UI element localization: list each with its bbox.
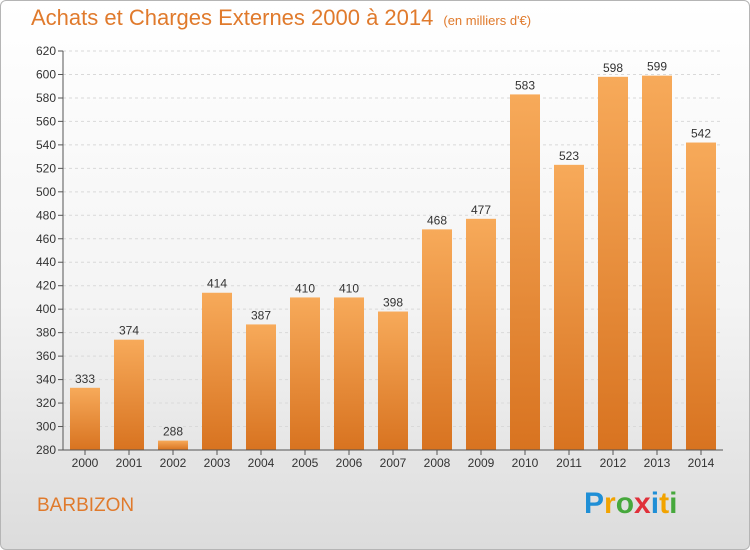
- x-tick-label: 2011: [556, 456, 582, 470]
- x-tick-label: 2000: [72, 456, 99, 470]
- data-label: 598: [603, 61, 623, 75]
- city-name: BARBIZON: [37, 495, 135, 516]
- y-tick-label: 400: [36, 302, 56, 316]
- title-text: Achats et Charges Externes 2000 à 2014: [31, 5, 434, 30]
- x-tick-label: 2006: [336, 456, 363, 470]
- y-tick-label: 480: [36, 208, 56, 222]
- x-tick-label: 2013: [644, 456, 671, 470]
- logo-letter: t: [659, 487, 670, 520]
- bar: [158, 440, 188, 450]
- data-label: 410: [295, 281, 315, 295]
- logo-letter: P: [584, 487, 605, 520]
- bar: [334, 297, 364, 450]
- bar: [70, 387, 100, 450]
- y-tick-label: 320: [36, 396, 56, 410]
- bar: [114, 339, 144, 450]
- logo-letter: r: [604, 487, 616, 520]
- y-tick-label: 460: [36, 232, 56, 246]
- bar: [202, 292, 232, 450]
- logo-letter: i: [650, 487, 660, 520]
- y-tick-label: 580: [36, 91, 56, 105]
- y-axis: 280 300 320 340 360 380 400 420 440 460 480 500 520 5…: [36, 44, 64, 457]
- bar: [290, 297, 320, 450]
- y-tick-label: 420: [36, 279, 56, 293]
- data-label: 599: [647, 60, 667, 74]
- data-label: 414: [207, 277, 227, 291]
- data-label: 288: [163, 425, 183, 439]
- bars: 333 374 288 414 387 410 410 398 468 477 583 523 598 5…: [70, 60, 716, 451]
- bar: [686, 142, 716, 451]
- x-tick-label: 2003: [204, 456, 231, 470]
- bar: [642, 75, 672, 451]
- y-tick-label: 440: [36, 255, 56, 269]
- data-label: 410: [339, 281, 359, 295]
- x-tick-label: 2007: [380, 456, 407, 470]
- data-label: 477: [471, 203, 491, 217]
- chart-title: Achats et Charges Externes 2000 à 2014 (e…: [31, 5, 531, 31]
- x-tick-label: 2005: [292, 456, 319, 470]
- y-tick-label: 380: [36, 326, 56, 340]
- x-axis: 2000 2001 2002 2003 2004 2005 2006 2007 2008 2009…: [63, 449, 723, 470]
- x-tick-label: 2012: [600, 456, 627, 470]
- y-tick-label: 620: [36, 44, 56, 58]
- bar: [422, 229, 452, 450]
- data-label: 523: [559, 149, 579, 163]
- data-label: 583: [515, 78, 535, 92]
- y-tick-label: 360: [36, 349, 56, 363]
- x-tick-label: 2002: [160, 456, 187, 470]
- bar: [554, 164, 584, 451]
- bar: [598, 76, 628, 450]
- bar: [246, 324, 276, 450]
- y-tick-label: 280: [36, 443, 56, 457]
- logo-letter: i: [669, 487, 678, 520]
- y-tick-label: 340: [36, 373, 56, 387]
- y-tick-label: 540: [36, 138, 56, 152]
- x-tick-label: 2004: [248, 456, 275, 470]
- data-label: 542: [691, 127, 711, 141]
- bar: [510, 94, 540, 450]
- y-tick-label: 520: [36, 161, 56, 175]
- y-tick-label: 300: [36, 420, 56, 434]
- y-tick-label: 600: [36, 67, 56, 81]
- data-label: 468: [427, 213, 447, 227]
- data-label: 374: [119, 324, 139, 338]
- data-label: 398: [383, 296, 403, 310]
- logo-letter: o: [615, 487, 635, 520]
- data-label: 387: [251, 308, 271, 322]
- proxiti-logo[interactable]: Proxiti: [584, 487, 677, 521]
- y-tick-label: 500: [36, 185, 56, 199]
- data-label: 333: [75, 372, 95, 386]
- logo-letter: x: [634, 487, 651, 520]
- x-tick-label: 2014: [688, 456, 715, 470]
- unit-label: (en milliers d'€): [443, 13, 532, 28]
- y-tick-label: 560: [36, 114, 56, 128]
- x-tick-label: 2008: [424, 456, 451, 470]
- bar: [466, 218, 496, 450]
- x-tick-label: 2001: [116, 456, 143, 470]
- bar: [378, 311, 408, 450]
- x-tick-label: 2010: [512, 456, 539, 470]
- x-tick-label: 2009: [468, 456, 495, 470]
